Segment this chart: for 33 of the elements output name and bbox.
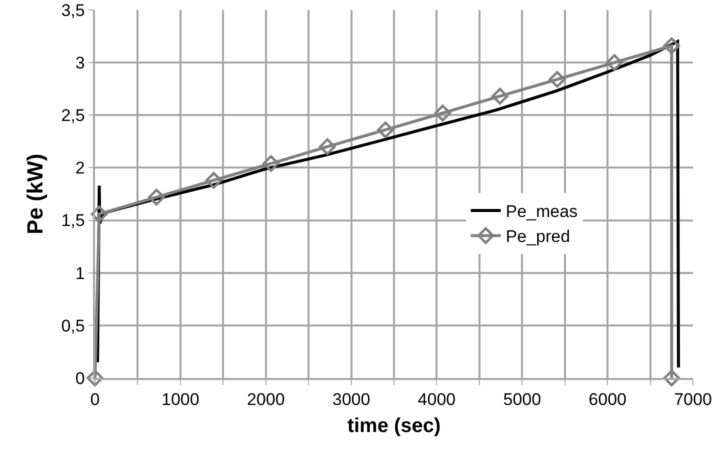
point [262, 155, 280, 172]
point [90, 206, 108, 222]
y-tick-label: 2,5 [61, 106, 85, 126]
x-tick-label: 2000 [246, 390, 285, 410]
point [548, 70, 566, 88]
point [434, 104, 452, 122]
y-tick-label: 3,5 [61, 0, 85, 20]
x-tick-label: 3000 [332, 390, 370, 410]
point [318, 138, 336, 156]
x-axis-title: time (sec) [347, 415, 441, 438]
y-tick-label: 0 [75, 368, 85, 388]
x-tick-label: 7000 [674, 390, 712, 410]
x-tick-label: 5000 [503, 390, 542, 410]
point [148, 188, 165, 206]
x-tick-label: 1000 [162, 390, 200, 410]
point [492, 88, 508, 105]
point [663, 370, 680, 386]
x-tick-label: 4000 [418, 390, 456, 410]
legend-label: Pe_pred [506, 227, 570, 246]
y-tick-label: 0,5 [61, 316, 85, 336]
x-tick-label: 6000 [588, 390, 626, 410]
y-tick-label: 1 [75, 264, 85, 283]
point [663, 37, 680, 54]
y-axis-title: Pe (kW) [22, 154, 48, 234]
y-tick-label: 2 [75, 158, 85, 178]
legend-label: Pe_meas [506, 202, 578, 222]
x-tick-label: 0 [90, 390, 100, 410]
point [86, 370, 104, 386]
point [606, 54, 623, 71]
point [205, 172, 222, 189]
point [377, 121, 394, 138]
y-tick-label: 3 [75, 54, 85, 73]
y-tick-label: 1,5 [61, 211, 85, 230]
